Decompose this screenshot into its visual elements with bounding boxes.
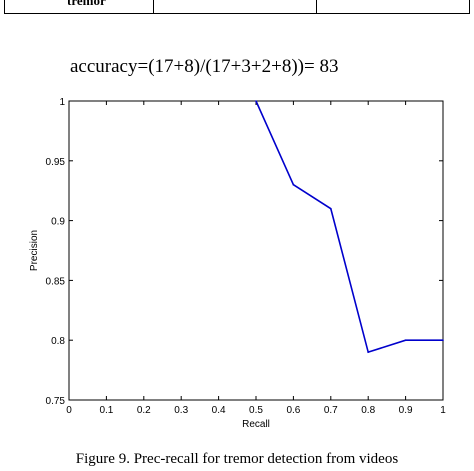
series-layer bbox=[255, 100, 444, 354]
y-tick-label: 0.75 bbox=[46, 396, 66, 407]
x-axis-ticks: 0 0.1 0.2 0.3 0.4 0.5 0.6 0.7 0.8 0.9 1 bbox=[66, 101, 446, 416]
table-divider bbox=[153, 0, 154, 13]
x-tick-label: 0.9 bbox=[399, 405, 413, 416]
x-tick-label: 0.5 bbox=[249, 405, 263, 416]
x-axis-label: Recall bbox=[242, 419, 270, 430]
x-tick-label: 1 bbox=[440, 405, 446, 416]
y-tick-label: 0.9 bbox=[51, 217, 65, 228]
data-point bbox=[292, 183, 295, 186]
x-tick-label: 0.4 bbox=[212, 405, 226, 416]
data-point bbox=[367, 351, 370, 353]
x-tick-label: 0.2 bbox=[137, 405, 151, 416]
plot-area bbox=[68, 100, 444, 401]
data-point bbox=[330, 207, 332, 210]
y-tick-label: 0.8 bbox=[51, 336, 65, 347]
series-line bbox=[255, 100, 443, 354]
data-point bbox=[442, 339, 444, 342]
table-cell-text: tremor bbox=[67, 0, 106, 8]
precision-recall-chart: 0 0.1 0.2 0.3 0.4 0.5 0.6 0.7 0.8 0.9 1 0.75 0.8 0.8… bbox=[29, 97, 446, 430]
x-tick-label: 0.7 bbox=[324, 405, 338, 416]
x-tick-label: 0.6 bbox=[286, 405, 300, 416]
x-tick-label: 0.8 bbox=[361, 405, 375, 416]
y-tick-label: 0.85 bbox=[46, 276, 66, 287]
data-point bbox=[404, 339, 407, 342]
y-tick-label: 0.95 bbox=[46, 157, 66, 168]
table-fragment: tremor bbox=[4, 0, 470, 14]
figure-caption: Figure 9. Prec-recall for tremor detecti… bbox=[75, 451, 399, 467]
x-tick-label: 0 bbox=[66, 405, 72, 416]
y-axis-label: Precision bbox=[29, 230, 40, 271]
y-tick-label: 1 bbox=[59, 97, 65, 108]
x-tick-label: 0.3 bbox=[174, 405, 188, 416]
table-divider bbox=[316, 0, 317, 13]
x-tick-label: 0.1 bbox=[99, 405, 113, 416]
y-axis-ticks: 0.75 0.8 0.85 0.9 0.95 1 bbox=[46, 97, 443, 407]
data-point bbox=[255, 100, 257, 102]
accuracy-formula: accuracy=(17+8)/(17+3+2+8))= 83 bbox=[70, 56, 339, 77]
